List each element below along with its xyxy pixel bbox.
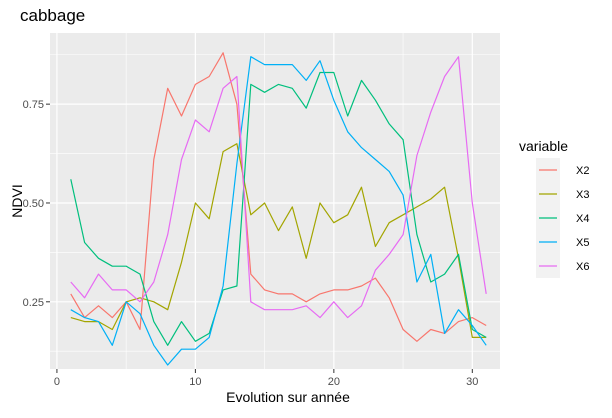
- legend-entry-label: X5: [576, 237, 589, 249]
- series-line-x5: [70, 56, 487, 366]
- y-axis-label: NDVI: [9, 184, 25, 217]
- y-tick-label: 0.75: [23, 99, 44, 111]
- y-tick-label: 0.25: [23, 297, 44, 309]
- chart-title: cabbage: [20, 6, 85, 25]
- x-axis-label: Evolution sur année: [226, 389, 350, 405]
- series-line-x6: [70, 56, 487, 319]
- legend-entry-label: X4: [576, 213, 589, 225]
- legend-entry-label: X3: [576, 189, 589, 201]
- y-tick-label: 0.50: [23, 198, 44, 210]
- x-tick-label: 0: [54, 376, 60, 388]
- minor-gridlines: [50, 33, 500, 369]
- series-line-x2: [70, 52, 487, 342]
- x-axis: 0 10 20 30: [54, 369, 478, 388]
- legend-entry-label: X6: [576, 261, 589, 273]
- x-tick-label: 10: [189, 376, 201, 388]
- plot-panel: [50, 33, 500, 369]
- x-tick-label: 30: [466, 376, 478, 388]
- legend: variable X2 X3 X4 X5 X6: [519, 138, 589, 278]
- legend-entry-label: X2: [576, 165, 589, 177]
- series-lines: [70, 52, 487, 366]
- y-axis: 0.25 0.50 0.75: [23, 99, 50, 309]
- legend-title: variable: [519, 138, 568, 154]
- series-line-x4: [70, 71, 487, 346]
- series-line-x3: [70, 143, 487, 338]
- x-tick-label: 20: [328, 376, 340, 388]
